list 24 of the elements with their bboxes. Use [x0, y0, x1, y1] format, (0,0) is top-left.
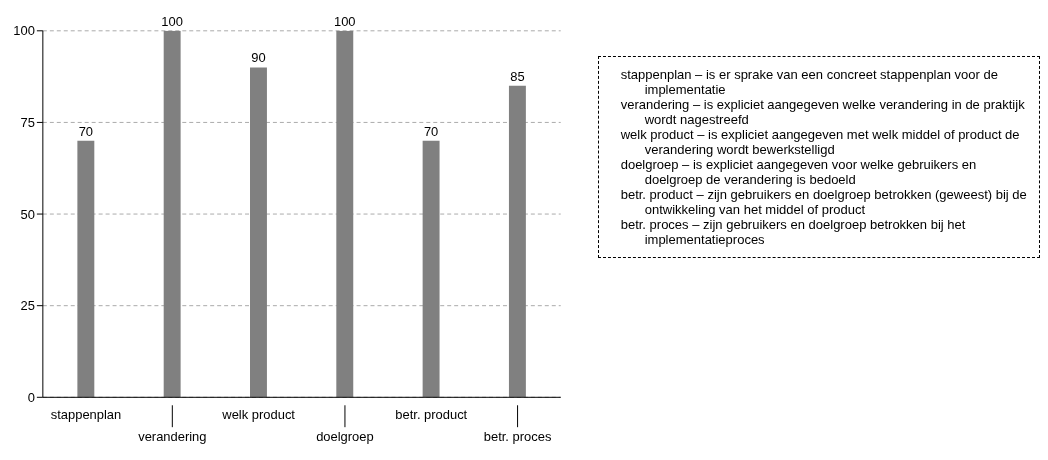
data-label: 100: [333, 13, 356, 29]
x-tick-label: doelgroep: [316, 429, 374, 445]
bar: [163, 30, 181, 398]
data-label: 70: [423, 123, 439, 139]
y-tick-label: 100: [13, 23, 35, 39]
y-tick-label: 50: [20, 206, 35, 222]
bar: [508, 85, 526, 398]
data-label: 85: [510, 68, 525, 84]
text: betr. proces – zijn gebruikers en doelgroep betrokken bij het implementatieproces: [620, 217, 967, 247]
bar: [250, 67, 267, 398]
x-tick-label: welk product: [221, 407, 296, 423]
bar: [77, 140, 95, 398]
y-tick-label: 75: [20, 115, 35, 131]
x-tick-label: betr. proces: [483, 429, 552, 445]
data-label: 100: [161, 13, 183, 29]
data-label: 70: [78, 123, 94, 139]
data-label: 90: [251, 50, 266, 66]
y-tick-label: 0: [27, 389, 35, 405]
x-tick-label: betr. product: [395, 407, 468, 423]
y-tick-label: 25: [20, 298, 35, 314]
x-tick-label: verandering: [138, 429, 207, 445]
bar: [336, 30, 354, 398]
x-tick-label: stappenplan: [50, 407, 122, 423]
bar: [422, 140, 440, 398]
